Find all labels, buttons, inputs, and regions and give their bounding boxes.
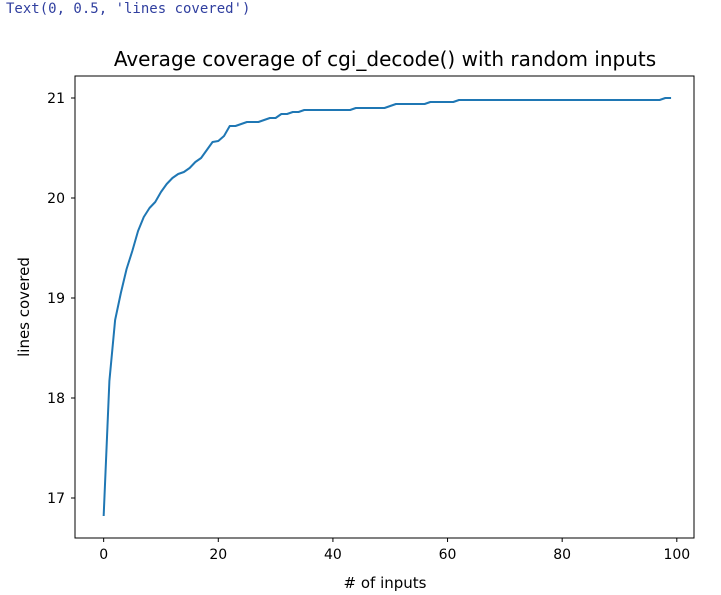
series-line [102, 97, 672, 517]
y-axis-label: lines covered [15, 257, 33, 357]
x-tick-label: 40 [324, 547, 342, 563]
cell-output-text: Text(0, 0.5, 'lines covered') [6, 1, 251, 17]
x-tick-label: 80 [553, 547, 571, 563]
chart-title: Average coverage of cgi_decode() with ra… [114, 47, 656, 71]
plot-area-frame [74, 75, 695, 539]
x-axis-ticks: 0 20 40 60 80 100 [99, 538, 690, 563]
x-axis-label: # of inputs [344, 574, 427, 592]
y-tick-label: 17 [47, 491, 65, 507]
x-tick-label: 20 [209, 547, 227, 563]
y-tick-label: 18 [47, 391, 65, 407]
y-tick-label: 19 [47, 291, 65, 307]
x-tick-label: 0 [99, 547, 108, 563]
x-tick-label: 60 [439, 547, 457, 563]
y-tick-label: 20 [47, 191, 65, 207]
y-axis-ticks: 17 18 19 20 21 [47, 91, 75, 507]
y-tick-label: 21 [47, 91, 65, 107]
x-tick-label: 100 [663, 547, 690, 563]
